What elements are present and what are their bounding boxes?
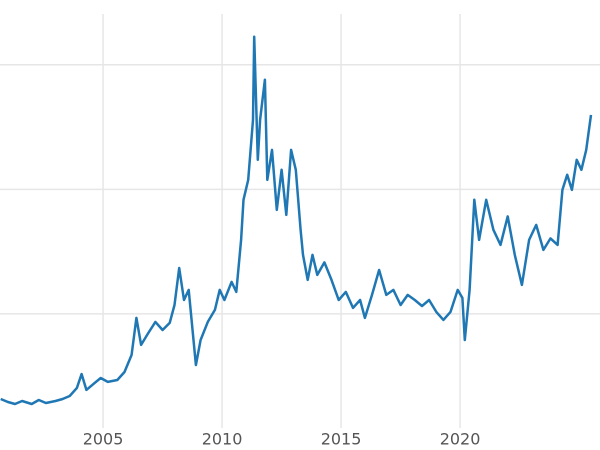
x-tick-label: 2015 <box>321 430 362 449</box>
x-tick-label: 2005 <box>83 430 124 449</box>
x-tick-label: 2010 <box>202 430 243 449</box>
price-line <box>0 35 593 406</box>
x-tick-label: 2020 <box>440 430 481 449</box>
